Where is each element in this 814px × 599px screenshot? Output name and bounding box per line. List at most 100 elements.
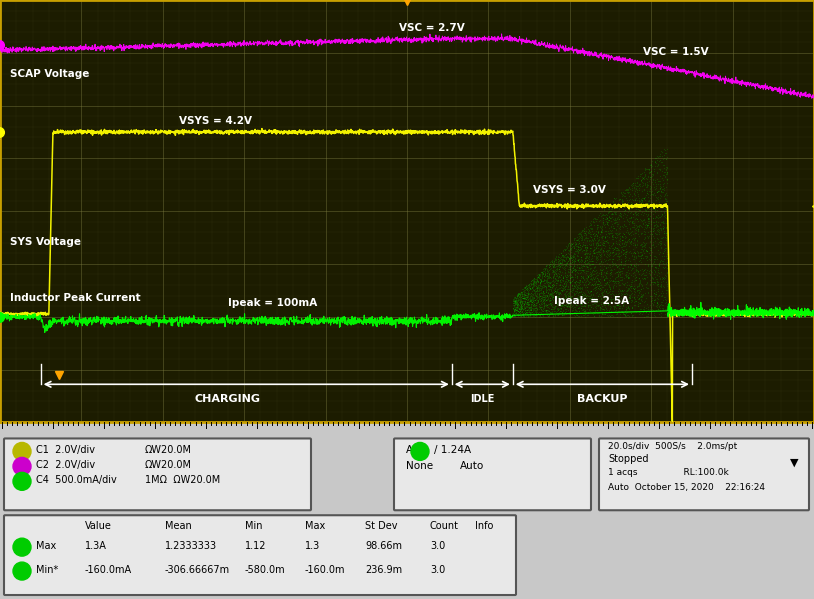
Point bbox=[575, 263, 589, 273]
Point bbox=[529, 300, 542, 310]
Point bbox=[579, 242, 592, 252]
Point bbox=[548, 280, 561, 289]
Point bbox=[584, 286, 597, 295]
Point bbox=[540, 263, 553, 273]
Point bbox=[525, 305, 538, 315]
Point bbox=[540, 300, 554, 310]
Point bbox=[545, 304, 558, 314]
Point bbox=[576, 291, 589, 300]
Point bbox=[638, 178, 651, 187]
Point bbox=[628, 252, 641, 262]
Point bbox=[605, 213, 618, 223]
Point bbox=[644, 168, 657, 177]
Point bbox=[540, 277, 554, 286]
Point bbox=[551, 254, 564, 264]
Point bbox=[624, 238, 637, 247]
Point bbox=[659, 234, 672, 243]
Point bbox=[519, 302, 532, 312]
Point bbox=[561, 252, 574, 261]
Point bbox=[558, 295, 571, 305]
Point bbox=[594, 257, 607, 267]
Point bbox=[549, 276, 562, 285]
Point bbox=[595, 285, 608, 294]
Point bbox=[609, 274, 622, 284]
Point bbox=[644, 220, 657, 229]
Point bbox=[517, 310, 530, 320]
Point bbox=[557, 250, 570, 260]
Point bbox=[615, 306, 628, 316]
Point bbox=[601, 220, 614, 229]
Point bbox=[532, 283, 545, 293]
Point bbox=[538, 269, 551, 279]
Point bbox=[523, 303, 536, 313]
Point bbox=[522, 280, 535, 290]
Point bbox=[529, 311, 542, 320]
Point bbox=[585, 237, 598, 246]
Point bbox=[632, 260, 645, 270]
Point bbox=[659, 309, 672, 319]
Point bbox=[527, 308, 540, 318]
Point bbox=[652, 229, 665, 239]
Point bbox=[593, 276, 606, 286]
Point bbox=[575, 256, 589, 266]
Point bbox=[518, 304, 531, 313]
Point bbox=[614, 210, 627, 219]
Point bbox=[539, 306, 552, 316]
Point bbox=[647, 223, 660, 232]
Point bbox=[532, 288, 545, 298]
Point bbox=[647, 213, 660, 222]
Point bbox=[551, 276, 564, 286]
Point bbox=[625, 276, 638, 285]
Point bbox=[560, 259, 573, 268]
Point bbox=[628, 287, 641, 297]
Point bbox=[627, 310, 640, 319]
Point bbox=[515, 292, 528, 301]
Text: Auto  October 15, 2020    22:16:24: Auto October 15, 2020 22:16:24 bbox=[608, 483, 765, 492]
Point bbox=[610, 224, 623, 234]
Point bbox=[541, 301, 554, 310]
Point bbox=[556, 276, 569, 285]
Point bbox=[524, 281, 537, 291]
Point bbox=[607, 223, 620, 233]
Point bbox=[658, 228, 671, 238]
Point bbox=[561, 252, 574, 262]
Point bbox=[608, 217, 621, 227]
Point bbox=[624, 294, 637, 303]
Point bbox=[575, 291, 589, 301]
Point bbox=[554, 255, 567, 265]
Point bbox=[615, 209, 628, 219]
Point bbox=[594, 267, 607, 276]
Point bbox=[589, 302, 602, 312]
Point bbox=[513, 292, 526, 301]
Point bbox=[516, 310, 529, 319]
Point bbox=[573, 268, 586, 278]
Point bbox=[641, 309, 654, 319]
Point bbox=[633, 279, 646, 288]
Point bbox=[629, 297, 642, 306]
Point bbox=[540, 291, 554, 300]
Point bbox=[552, 252, 565, 262]
Point bbox=[508, 311, 521, 320]
Point bbox=[609, 208, 622, 217]
Point bbox=[510, 295, 523, 305]
Point bbox=[618, 188, 631, 198]
Point bbox=[651, 192, 664, 202]
Point bbox=[515, 291, 528, 301]
Point bbox=[562, 298, 575, 308]
Point bbox=[653, 291, 666, 300]
Point bbox=[614, 208, 627, 218]
Point bbox=[542, 273, 555, 283]
Point bbox=[524, 294, 537, 304]
Point bbox=[563, 285, 576, 294]
Point bbox=[638, 227, 651, 237]
Point bbox=[547, 295, 560, 304]
Point bbox=[587, 274, 600, 283]
Point bbox=[510, 305, 523, 315]
Point bbox=[563, 289, 576, 299]
Point bbox=[602, 250, 615, 259]
Point bbox=[595, 300, 608, 309]
Point bbox=[587, 249, 600, 258]
Point bbox=[661, 253, 674, 263]
Point bbox=[589, 305, 602, 314]
Point bbox=[623, 217, 636, 227]
